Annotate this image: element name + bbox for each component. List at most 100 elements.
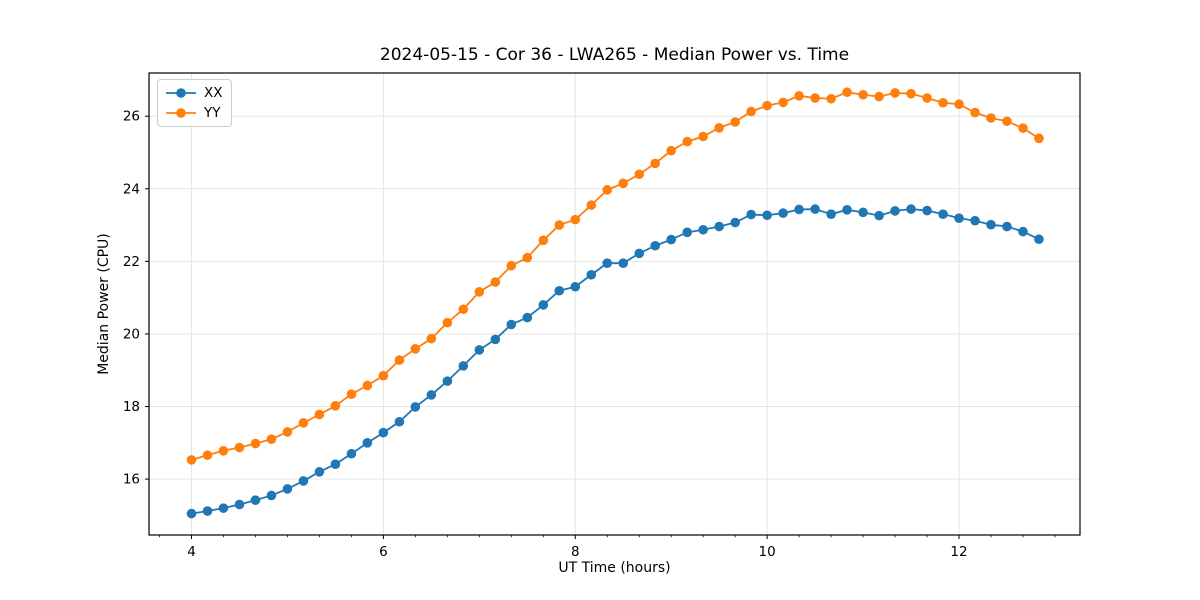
series-xx-marker <box>842 205 852 215</box>
series-xx-marker <box>282 484 293 494</box>
series-xx-marker <box>1002 221 1012 232</box>
legend-marker-xx-icon <box>166 88 196 98</box>
series-xx-marker <box>938 209 948 219</box>
series-xx-marker <box>650 240 660 251</box>
series-yy-marker <box>1018 123 1028 133</box>
series-yy-marker <box>506 260 517 271</box>
series-yy-marker <box>762 100 772 111</box>
series-yy-marker <box>330 401 341 411</box>
series-xx-marker <box>234 499 245 510</box>
series-xx-marker <box>714 221 724 232</box>
series-xx-marker <box>602 258 613 268</box>
series-yy-marker <box>874 91 884 102</box>
series-yy-marker <box>938 97 948 108</box>
series-xx-marker <box>986 219 996 230</box>
series-xx-marker <box>410 402 421 412</box>
series-xx-marker <box>570 281 581 292</box>
legend-item-xx: XX <box>165 84 223 102</box>
x-tick-label: 10 <box>759 544 776 560</box>
series-xx-marker <box>698 224 708 235</box>
series-xx-marker <box>746 209 756 220</box>
series-yy-marker <box>906 88 916 99</box>
series-xx-marker <box>378 427 389 438</box>
series-xx-marker <box>730 217 740 228</box>
series-xx-marker <box>922 205 932 216</box>
x-axis-label: UT Time (hours) <box>558 560 671 576</box>
series-xx-marker <box>522 312 533 323</box>
series-xx-marker <box>186 508 197 519</box>
series-yy-marker <box>986 113 996 123</box>
legend-item-yy: YY <box>165 104 223 122</box>
y-axis-label: Median Power (CPU) <box>96 233 112 375</box>
series-xx-marker <box>298 476 309 486</box>
series-xx-marker <box>858 207 868 218</box>
series-yy-marker <box>570 214 581 225</box>
series-yy-marker <box>490 277 501 287</box>
series-yy-marker <box>314 409 325 420</box>
series-yy-marker <box>714 123 724 133</box>
series-xx-marker <box>586 269 597 280</box>
series-yy-marker <box>778 97 788 108</box>
legend: XX YY <box>157 79 232 127</box>
series-yy-marker <box>810 93 820 103</box>
series-yy-marker <box>362 380 373 391</box>
legend-label-yy: YY <box>204 105 221 121</box>
series-yy-marker <box>538 235 549 246</box>
axes-frame <box>148 72 1081 536</box>
series-yy-marker <box>842 87 852 98</box>
legend-label-xx: XX <box>204 85 223 101</box>
series-yy-marker <box>826 93 836 104</box>
series-yy-marker <box>266 434 277 444</box>
y-tick-label: 18 <box>123 399 140 415</box>
series-yy-marker <box>522 252 533 263</box>
series-yy-marker <box>794 91 804 101</box>
series-xx-marker <box>954 213 964 223</box>
series-xx-marker <box>218 503 229 513</box>
series-xx-marker <box>362 438 373 448</box>
series-yy-marker <box>602 185 613 195</box>
chart-title: 2024-05-15 - Cor 36 - LWA265 - Median Po… <box>379 45 850 65</box>
series-yy-marker <box>634 169 645 180</box>
y-tick-label: 16 <box>123 472 140 488</box>
series-yy-marker <box>394 355 405 365</box>
x-tick-label: 4 <box>187 544 196 560</box>
series-xx-marker <box>426 390 437 400</box>
series-xx-marker <box>682 227 693 238</box>
x-tick-label: 8 <box>571 544 580 560</box>
series-xx-marker <box>554 285 565 296</box>
series-yy-marker <box>186 455 197 465</box>
series-yy-marker <box>250 438 261 449</box>
series-xx-marker <box>1034 234 1044 245</box>
y-tick-label: 20 <box>123 326 140 342</box>
y-tick-label: 22 <box>123 254 140 270</box>
series-xx-marker <box>346 448 357 459</box>
series-xx-marker <box>506 319 517 330</box>
series-yy-marker <box>922 93 932 103</box>
series-xx-marker <box>250 495 261 505</box>
series-yy-marker <box>458 304 469 315</box>
series-xx-marker <box>666 234 676 245</box>
series-yy-marker <box>442 317 453 328</box>
series-xx-marker <box>490 334 501 345</box>
series-xx-marker <box>778 208 788 218</box>
legend-marker-yy-icon <box>166 108 196 118</box>
series-xx-marker <box>202 506 213 516</box>
series-yy-marker <box>730 117 740 127</box>
series-xx-marker <box>970 215 980 226</box>
series-xx-marker <box>810 204 820 214</box>
series-yy-marker <box>666 145 676 156</box>
series-yy-marker <box>746 106 756 117</box>
series-xx-marker <box>794 204 804 215</box>
series-xx-marker <box>474 345 485 355</box>
series-yy-marker <box>970 107 980 118</box>
series-xx-marker <box>458 361 469 371</box>
series-xx-marker <box>1018 226 1028 237</box>
series-yy-marker <box>202 450 213 460</box>
series-yy-marker <box>650 158 660 169</box>
series-yy-marker <box>378 370 389 381</box>
series-xx-marker <box>826 209 836 219</box>
series-yy-marker <box>1002 116 1012 127</box>
series-yy-marker <box>282 427 293 437</box>
